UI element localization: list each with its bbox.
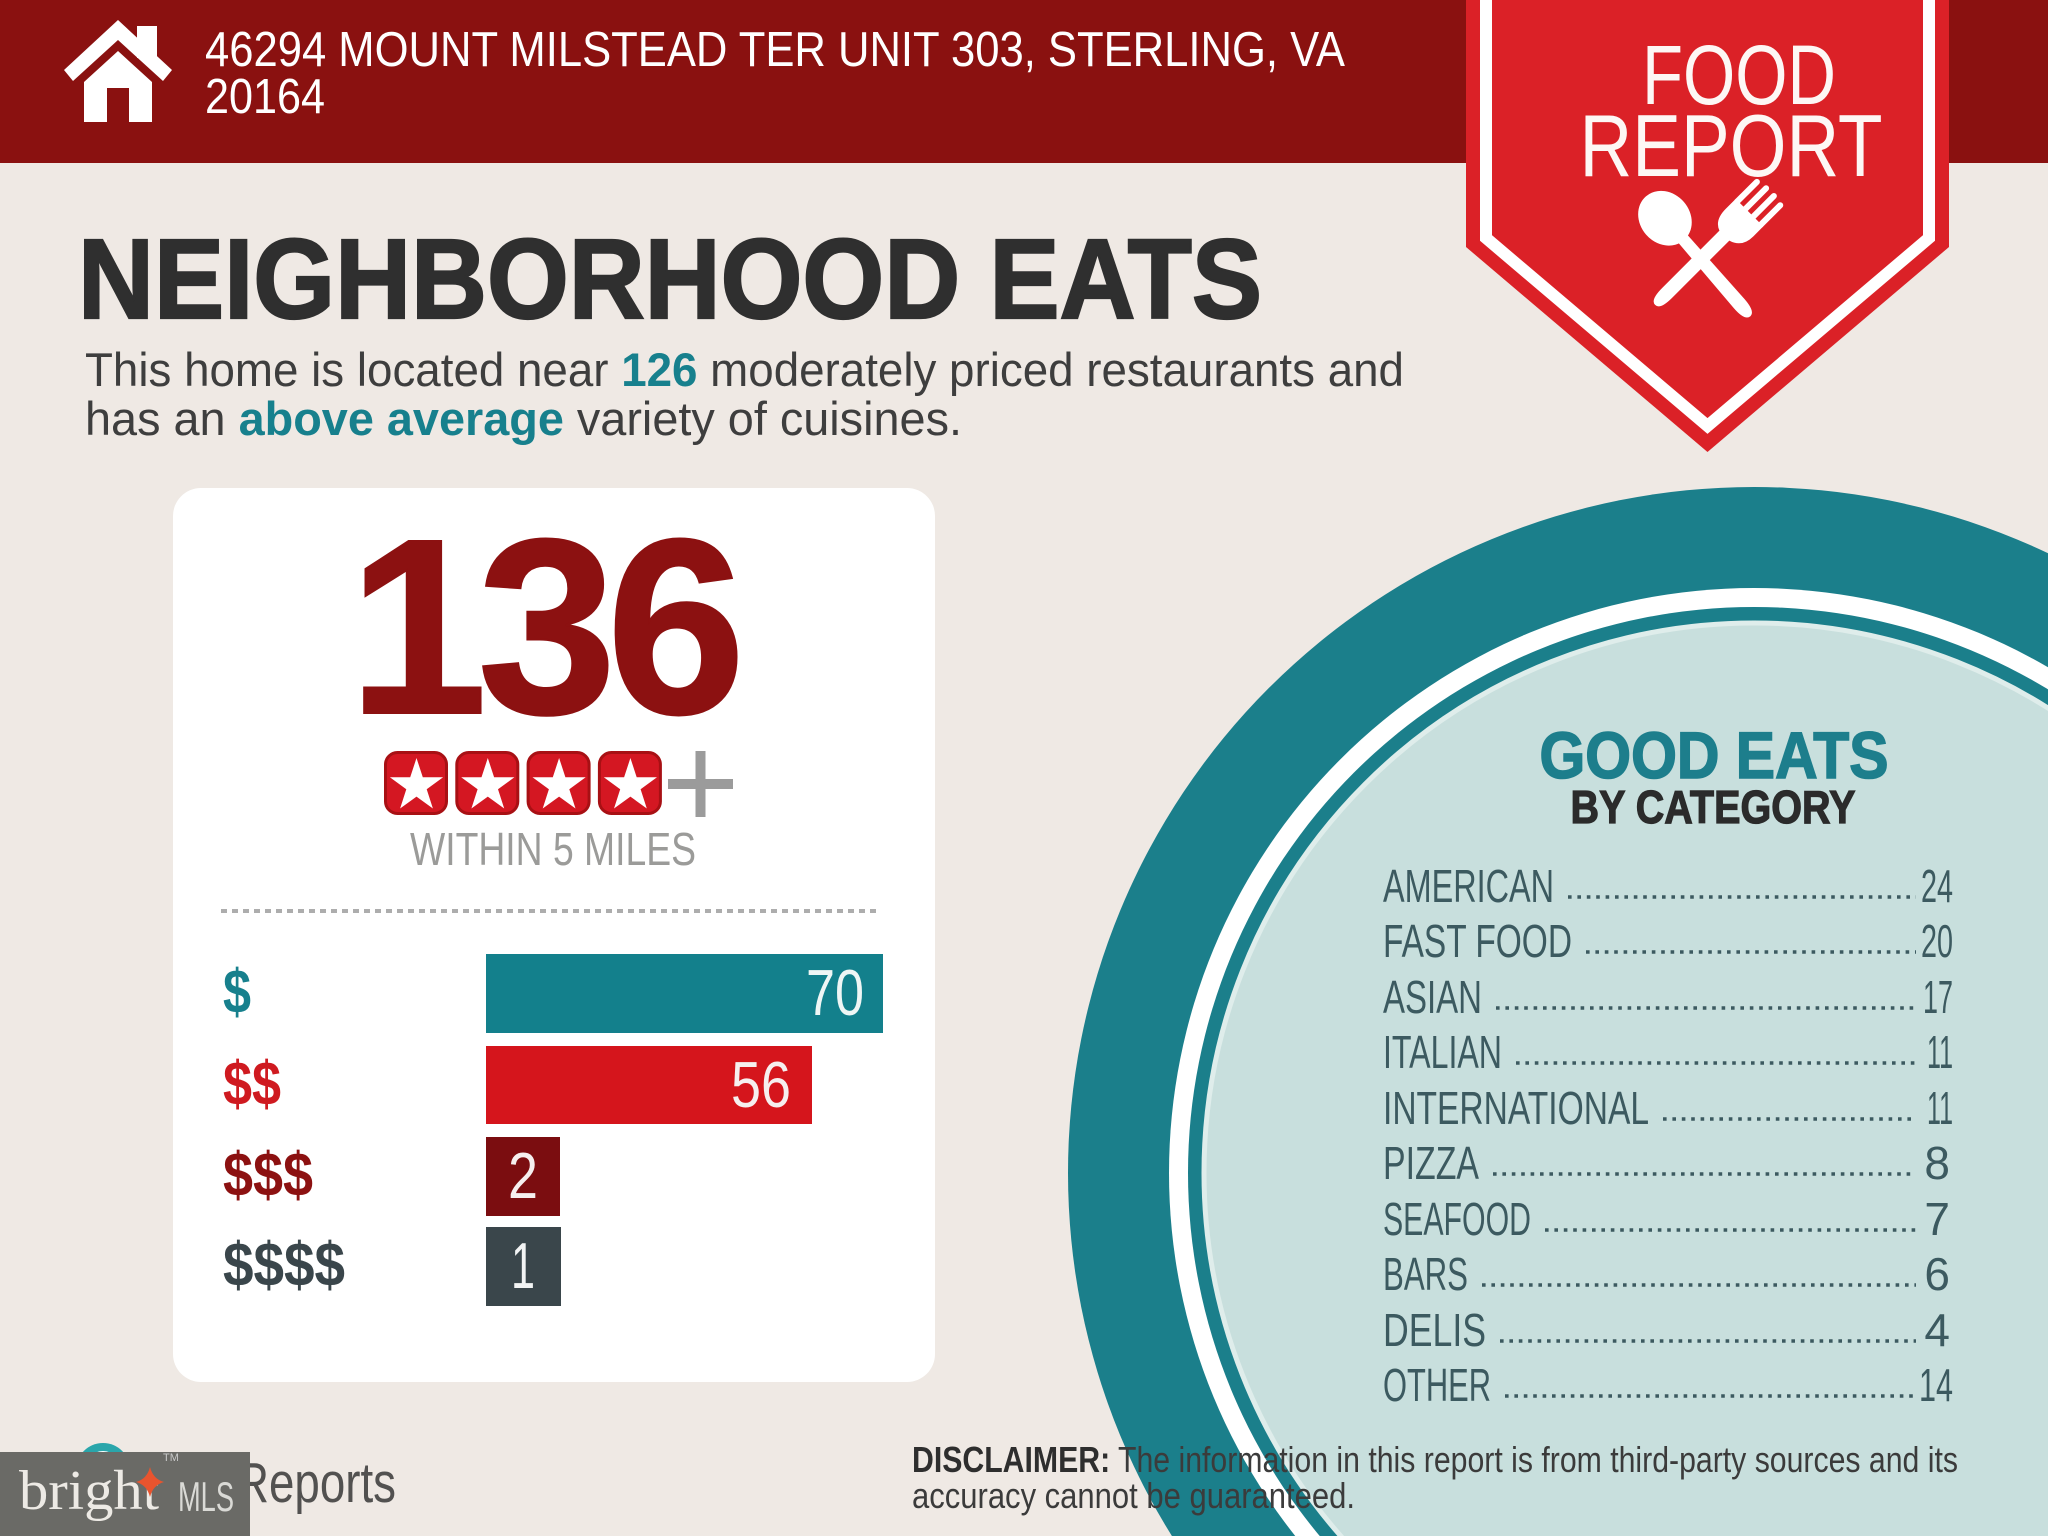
svg-text:has an above average variety o: has an above average variety of cuisines… bbox=[85, 392, 962, 445]
svg-text:24: 24 bbox=[1921, 860, 1953, 912]
svg-text:MLS: MLS bbox=[178, 1473, 234, 1520]
svg-text:Reports: Reports bbox=[236, 1451, 396, 1515]
svg-text:This home is located near 126: This home is located near 126 moderately… bbox=[85, 343, 1404, 396]
svg-text:11: 11 bbox=[1927, 1026, 1953, 1078]
svg-text:17: 17 bbox=[1923, 971, 1953, 1023]
svg-text:46294 MOUNT MILSTEAD TER UNIT: 46294 MOUNT MILSTEAD TER UNIT 303, STERL… bbox=[205, 23, 1345, 77]
svg-text:$$: $$ bbox=[223, 1050, 281, 1119]
svg-text:INTERNATIONAL: INTERNATIONAL bbox=[1383, 1082, 1649, 1134]
svg-text:WITHIN 5 MILES: WITHIN 5 MILES bbox=[410, 823, 696, 875]
svg-text:BARS: BARS bbox=[1383, 1248, 1468, 1300]
svg-text:TM: TM bbox=[163, 1452, 179, 1464]
svg-text:11: 11 bbox=[1927, 1082, 1953, 1134]
svg-text:accuracy cannot be guaranteed.: accuracy cannot be guaranteed. bbox=[912, 1475, 1355, 1516]
svg-text:BY CATEGORY: BY CATEGORY bbox=[1571, 781, 1856, 833]
svg-text:FAST FOOD: FAST FOOD bbox=[1383, 915, 1572, 967]
svg-text:DELIS: DELIS bbox=[1383, 1304, 1486, 1356]
svg-text:$$$: $$$ bbox=[223, 1141, 313, 1210]
svg-text:8: 8 bbox=[1924, 1137, 1950, 1189]
svg-text:AMERICAN: AMERICAN bbox=[1383, 860, 1554, 912]
svg-text:1: 1 bbox=[511, 1229, 535, 1302]
svg-text:4: 4 bbox=[1924, 1304, 1950, 1356]
svg-text:136: 136 bbox=[348, 487, 736, 766]
svg-text:ITALIAN: ITALIAN bbox=[1383, 1026, 1502, 1078]
svg-text:20164: 20164 bbox=[205, 70, 325, 124]
svg-text:bright: bright bbox=[19, 1460, 159, 1522]
svg-text:$: $ bbox=[223, 958, 251, 1027]
svg-text:70: 70 bbox=[806, 956, 864, 1029]
svg-text:56: 56 bbox=[731, 1048, 791, 1121]
svg-text:$$$$: $$$$ bbox=[223, 1231, 345, 1300]
svg-text:20: 20 bbox=[1921, 915, 1953, 967]
svg-text:GOOD EATS: GOOD EATS bbox=[1540, 718, 1889, 792]
svg-text:NEIGHBORHOOD EATS: NEIGHBORHOOD EATS bbox=[78, 216, 1262, 342]
svg-text:DISCLAIMER: The information in: DISCLAIMER: The information in this repo… bbox=[912, 1439, 1958, 1480]
svg-text:14: 14 bbox=[1919, 1359, 1953, 1411]
svg-text:REPORT: REPORT bbox=[1580, 96, 1883, 195]
svg-text:2: 2 bbox=[508, 1139, 538, 1212]
svg-text:PIZZA: PIZZA bbox=[1383, 1137, 1479, 1189]
svg-text:FOOD: FOOD bbox=[1642, 28, 1836, 122]
svg-text:OTHER: OTHER bbox=[1383, 1359, 1491, 1411]
svg-text:SEAFOOD: SEAFOOD bbox=[1383, 1193, 1531, 1245]
svg-text:6: 6 bbox=[1924, 1248, 1950, 1300]
svg-text:7: 7 bbox=[1924, 1193, 1950, 1245]
svg-text:ASIAN: ASIAN bbox=[1383, 971, 1482, 1023]
